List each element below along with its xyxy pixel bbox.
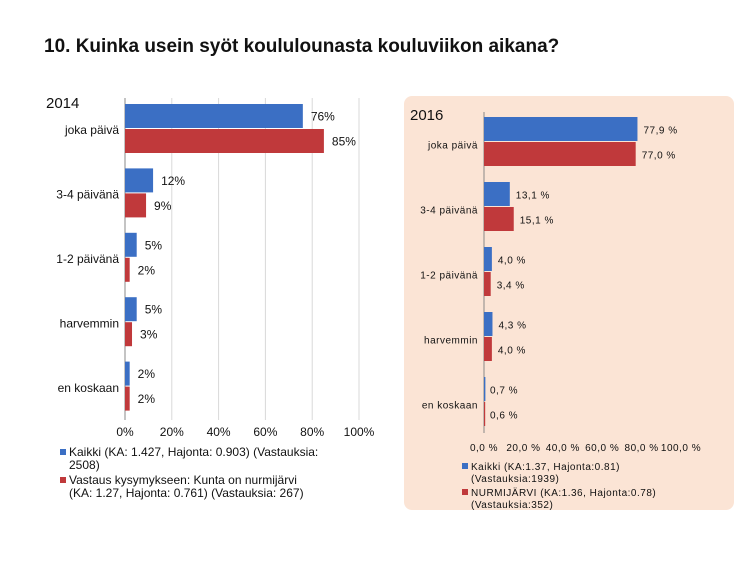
x-tick-label: 100,0 % xyxy=(661,443,701,454)
bar xyxy=(484,142,636,166)
data-label: 5% xyxy=(145,303,163,317)
legend-text: (KA: 1.27, Hajonta: 0.761) (Vastauksia: … xyxy=(60,487,390,500)
legend-label: (Vastauksia:1939) xyxy=(471,474,560,485)
bar xyxy=(125,257,130,282)
category-label: joka päivä xyxy=(427,141,478,152)
category-label: joka päivä xyxy=(64,123,119,137)
chart-2014: 2014 joka päivä 76% 85% 3-4 päivänä 12% 9% 1-2 … xyxy=(46,95,375,439)
category-label: en koskaan xyxy=(58,381,119,395)
category-label: en koskaan xyxy=(422,401,478,412)
category-label: harvemmin xyxy=(60,316,119,330)
bar xyxy=(484,402,486,426)
x-tick-label: 0,0 % xyxy=(470,443,498,454)
x-tick-label: 80,0 % xyxy=(625,443,659,454)
bar xyxy=(484,337,492,361)
legend-swatch xyxy=(60,449,66,455)
bar xyxy=(125,104,303,128)
legend-text: (Vastauksia:352) xyxy=(462,500,732,512)
legend-swatch xyxy=(462,489,468,495)
data-label: 85% xyxy=(332,135,356,149)
x-tick-label: 100% xyxy=(344,425,375,439)
data-label: 9% xyxy=(154,199,172,213)
legend-2014: Kaikki (KA: 1.427, Hajonta: 0.903) (Vast… xyxy=(60,446,390,502)
legend-label: Kaikki (KA:1.37, Hajonta:0.81) xyxy=(471,462,620,473)
data-label: 0,6 % xyxy=(490,411,518,422)
bar xyxy=(125,232,137,257)
bar xyxy=(125,168,154,193)
bar xyxy=(484,207,514,231)
data-label: 76% xyxy=(311,110,335,124)
category-label: harvemmin xyxy=(424,336,478,347)
legend-text: Kaikki (KA: 1.427, Hajonta: 0.903) (Vast… xyxy=(60,446,390,459)
legend-2016: Kaikki (KA:1.37, Hajonta:0.81) (Vastauksi… xyxy=(462,462,732,514)
legend-text: (Vastauksia:1939) xyxy=(462,474,732,486)
bar xyxy=(484,377,486,401)
x-tick-label: 20,0 % xyxy=(506,443,540,454)
legend-item: Kaikki (KA:1.37, Hajonta:0.81) (Vastauksi… xyxy=(462,462,732,486)
x-tick-label: 80% xyxy=(300,425,324,439)
legend-label: 2508) xyxy=(69,458,100,472)
x-tick-label: 60% xyxy=(253,425,277,439)
data-label: 15,1 % xyxy=(520,216,554,227)
legend-swatch xyxy=(60,477,66,483)
data-label: 3% xyxy=(140,328,158,342)
x-tick-label: 40,0 % xyxy=(546,443,580,454)
data-label: 2% xyxy=(138,263,156,277)
year-label: 2016 xyxy=(410,107,443,124)
data-label: 2% xyxy=(138,367,156,381)
year-label: 2014 xyxy=(46,95,79,112)
bar xyxy=(484,312,493,336)
legend-label: (KA: 1.27, Hajonta: 0.761) (Vastauksia: … xyxy=(69,486,304,500)
bar xyxy=(484,117,638,141)
data-label: 4,0 % xyxy=(498,256,526,267)
legend-text: 2508) xyxy=(60,459,390,472)
bar xyxy=(484,247,492,271)
data-label: 12% xyxy=(161,174,185,188)
x-tick-label: 0% xyxy=(116,425,134,439)
legend-label: Vastaus kysymykseen: Kunta on nurmijärvi xyxy=(69,473,297,487)
bar xyxy=(125,361,130,386)
category-label: 3-4 päivänä xyxy=(420,206,478,217)
x-tick-label: 40% xyxy=(207,425,231,439)
legend-label: Kaikki (KA: 1.427, Hajonta: 0.903) (Vast… xyxy=(69,445,319,459)
legend-text: Vastaus kysymykseen: Kunta on nurmijärvi xyxy=(60,474,390,487)
data-label: 77,0 % xyxy=(642,151,676,162)
bar xyxy=(484,272,491,296)
data-label: 13,1 % xyxy=(516,191,550,202)
bar xyxy=(125,193,147,218)
x-tick-label: 60,0 % xyxy=(585,443,619,454)
data-label: 4,3 % xyxy=(498,321,526,332)
bar xyxy=(125,322,133,347)
bar xyxy=(125,386,130,411)
legend-label: (Vastauksia:352) xyxy=(471,500,554,511)
bar xyxy=(484,182,510,206)
category-label: 3-4 päivänä xyxy=(56,188,119,202)
category-label: 1-2 päivänä xyxy=(56,252,119,266)
legend-text: Kaikki (KA:1.37, Hajonta:0.81) xyxy=(462,462,732,474)
data-label: 77,9 % xyxy=(643,126,677,137)
data-label: 2% xyxy=(138,392,156,406)
chart-title: 10. Kuinka usein syöt koululounasta koul… xyxy=(44,36,560,57)
legend-label: NURMIJÄRVI (KA:1.36, Hajonta:0.78) xyxy=(471,488,657,499)
data-label: 0,7 % xyxy=(490,386,518,397)
legend-item: Kaikki (KA: 1.427, Hajonta: 0.903) (Vast… xyxy=(60,446,390,472)
legend-text: NURMIJÄRVI (KA:1.36, Hajonta:0.78) xyxy=(462,488,732,500)
data-label: 4,0 % xyxy=(498,346,526,357)
bar xyxy=(125,129,324,153)
category-label: 1-2 päivänä xyxy=(420,271,478,282)
data-label: 3,4 % xyxy=(497,281,525,292)
x-tick-label: 20% xyxy=(160,425,184,439)
legend-swatch xyxy=(462,463,468,469)
bar xyxy=(125,297,137,322)
data-label: 5% xyxy=(145,238,163,252)
legend-item: NURMIJÄRVI (KA:1.36, Hajonta:0.78) (Vasta… xyxy=(462,488,732,512)
legend-item: Vastaus kysymykseen: Kunta on nurmijärvi… xyxy=(60,474,390,500)
